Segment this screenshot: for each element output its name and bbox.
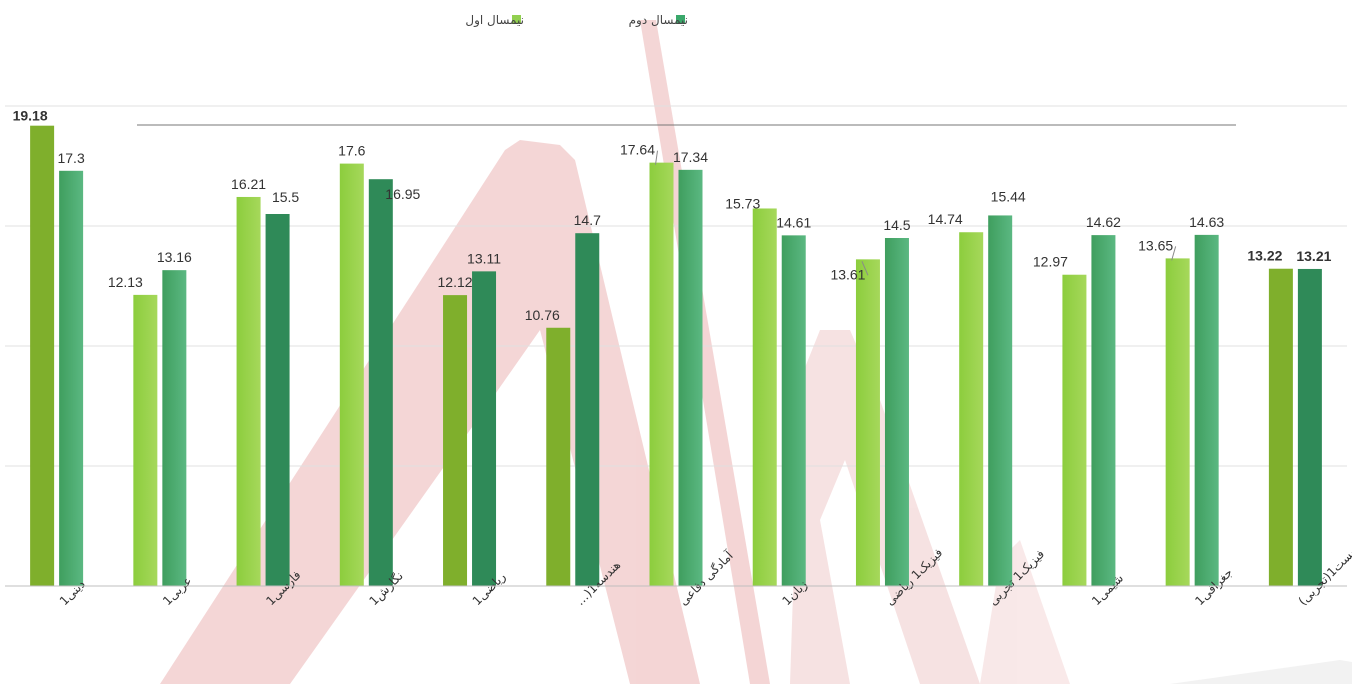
data-label: 14.7	[574, 212, 601, 228]
legend-swatch-series-2	[676, 15, 685, 24]
bar-semester-1	[133, 294, 158, 586]
data-label: 16.21	[231, 176, 266, 192]
bar-semester-1	[443, 295, 468, 586]
bar-semester-2	[781, 235, 806, 587]
data-label: 13.11	[467, 250, 501, 266]
bar-semester-1	[1268, 268, 1293, 586]
bar-semester-2	[1091, 235, 1116, 586]
bar-semester-2	[678, 169, 703, 586]
bar-semester-2	[368, 179, 393, 586]
bar-semester-1	[339, 163, 364, 586]
bars	[30, 125, 1322, 587]
legend: نیمسال اول نیمسال دوم	[465, 13, 688, 28]
leader-line	[861, 261, 869, 276]
bar-semester-1	[855, 259, 880, 586]
bar-semester-2	[265, 214, 290, 586]
bar-semester-1	[752, 208, 777, 587]
data-label: 13.22	[1247, 248, 1282, 264]
data-label: 14.74	[928, 211, 963, 227]
data-label: 14.5	[883, 217, 910, 233]
bar-semester-2	[162, 270, 187, 586]
bar-semester-1	[30, 125, 55, 587]
gridlines	[5, 105, 1347, 467]
data-label: 15.5	[272, 189, 299, 205]
data-label: 12.13	[108, 274, 143, 290]
data-label: 10.76	[525, 307, 560, 323]
bar-semester-2	[59, 170, 84, 587]
data-label: 15.44	[991, 188, 1026, 204]
bar-semester-1	[1062, 274, 1087, 586]
legend-label-series-1: نیمسال اول	[465, 13, 524, 28]
data-label: 17.34	[673, 149, 708, 165]
data-label: 13.65	[1138, 237, 1173, 253]
data-label: 15.73	[725, 195, 760, 211]
bar-semester-2	[884, 238, 909, 586]
bar-semester-2	[988, 215, 1013, 586]
data-label: 14.62	[1086, 214, 1121, 230]
label-leader-lines	[655, 150, 1177, 276]
data-label: 17.64	[620, 142, 655, 158]
bar-semester-1	[649, 162, 674, 586]
bar-semester-2	[1194, 234, 1219, 586]
data-label: 13.21	[1296, 248, 1331, 264]
data-label: 13.61	[830, 266, 865, 282]
bar-semester-2	[1297, 268, 1322, 586]
bar-semester-2	[575, 233, 600, 586]
bar-semester-1	[546, 327, 571, 586]
data-label: 14.63	[1189, 214, 1224, 230]
bar-semester-1	[1165, 258, 1190, 586]
legend-swatch-series-1	[512, 15, 521, 24]
data-label: 17.6	[338, 143, 365, 159]
bar-semester-2	[472, 271, 497, 586]
bar-semester-1	[236, 196, 261, 586]
data-label: 12.97	[1033, 254, 1068, 270]
data-label: 19.18	[13, 108, 48, 124]
data-label: 14.61	[776, 214, 811, 230]
data-label: 17.3	[57, 150, 84, 166]
data-label: 13.16	[157, 249, 192, 265]
bar-semester-1	[959, 232, 984, 587]
legend-label-series-2: نیمسال دوم	[629, 13, 688, 28]
leader-line	[1171, 246, 1177, 261]
data-label: 16.95	[385, 186, 420, 202]
leader-line	[655, 150, 658, 165]
value-labels: 19.18 17.3 12.13 13.16 16.21 15.5 17.6 16.95 12.…	[13, 108, 1332, 323]
data-label: 12.12	[438, 274, 473, 290]
